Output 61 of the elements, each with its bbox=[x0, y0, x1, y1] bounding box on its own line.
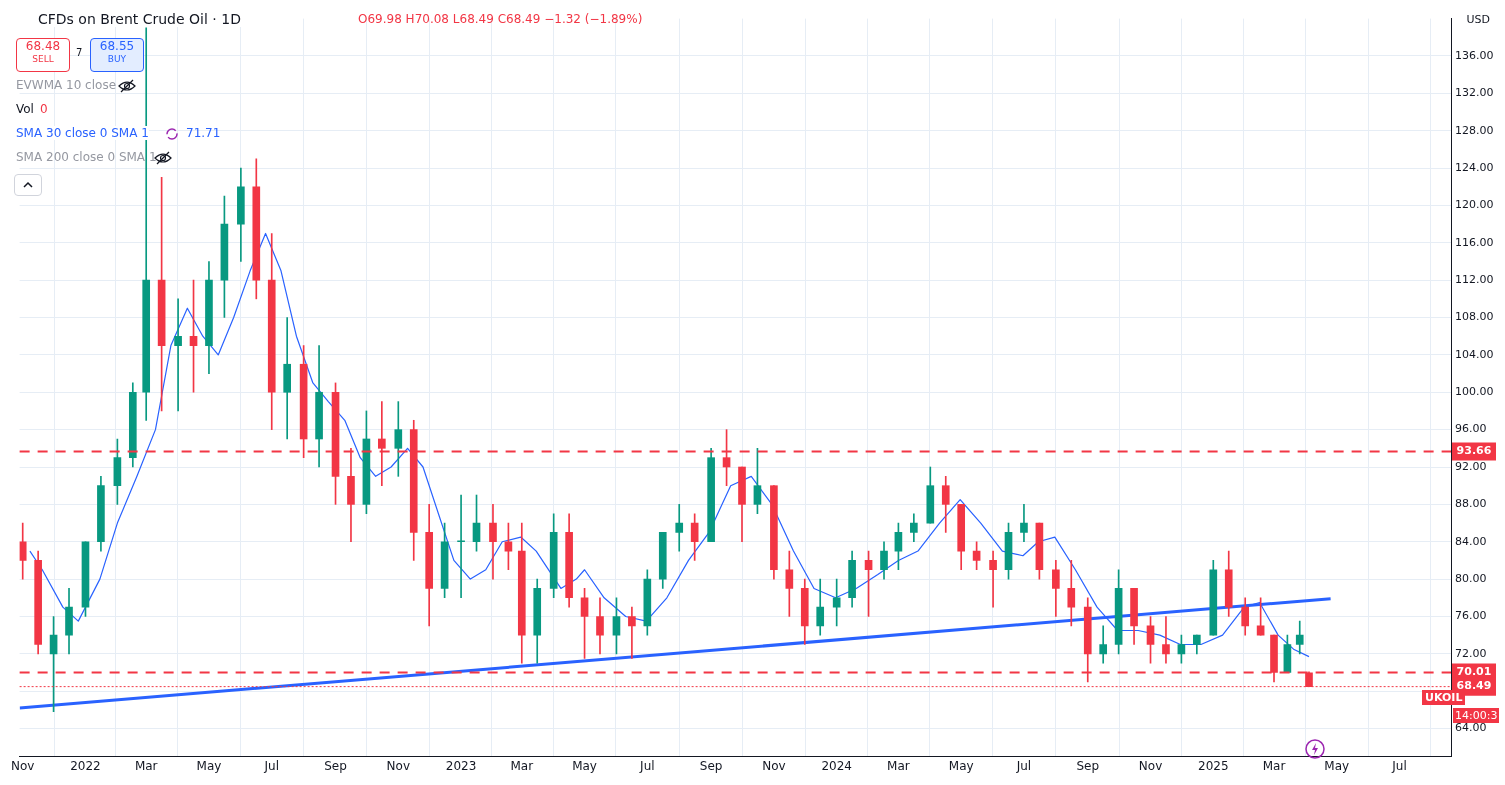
chart-title: CFDs on Brent Crude Oil · 1D bbox=[38, 11, 241, 27]
y-tick-label: 96.00 bbox=[1455, 422, 1487, 436]
y-tick-label: 80.00 bbox=[1455, 571, 1487, 585]
annotation: SMA 200 close 0 SMA 1 bbox=[16, 150, 157, 164]
x-tick-label: Jul bbox=[263, 758, 279, 773]
x-tick-label: 2024 bbox=[821, 758, 852, 773]
x-tick-label: Mar bbox=[1262, 758, 1286, 773]
y-tick-label: 132.00 bbox=[1455, 86, 1494, 100]
x-tick-label: Jul bbox=[1015, 758, 1032, 773]
x-tick-label: May bbox=[948, 758, 974, 773]
x-tick-label: Mar bbox=[134, 758, 158, 773]
x-tick-label: Nov bbox=[11, 758, 35, 773]
y-tick-label: 84.00 bbox=[1455, 534, 1487, 548]
x-tick-label: Nov bbox=[762, 758, 786, 773]
text: 14:00:3 bbox=[1453, 708, 1500, 723]
annotation: 68.48 bbox=[25, 39, 61, 53]
candlestick bbox=[457, 494, 465, 599]
annotation: UKOIL bbox=[1422, 690, 1466, 705]
y-tick-label: 120.00 bbox=[1455, 198, 1494, 212]
annotation: SELL bbox=[32, 54, 54, 64]
annotation: O69.98 H70.08 L68.49 C68.49 −1.32 (−1.89%) bbox=[358, 12, 643, 26]
y-tick-label: 72.00 bbox=[1455, 646, 1487, 660]
y-tick-label: 64.00 bbox=[1455, 721, 1487, 735]
y-tick-label: 88.00 bbox=[1455, 497, 1487, 511]
annotation: Vol bbox=[16, 102, 34, 116]
annotation: 0 bbox=[40, 102, 48, 116]
x-tick-label: 2022 bbox=[70, 758, 101, 773]
ref-line-label: 68.49 bbox=[1456, 679, 1492, 693]
x-tick-label: Sep bbox=[699, 758, 723, 773]
x-tick-label: Jul bbox=[639, 758, 655, 773]
x-tick-label: Nov bbox=[386, 758, 411, 773]
y-tick-label: 92.00 bbox=[1455, 459, 1487, 473]
annotation: 68.55 bbox=[99, 39, 135, 53]
x-tick-label: 2025 bbox=[1198, 758, 1229, 773]
x-tick-label: 2023 bbox=[445, 758, 477, 773]
x-tick-label: Jul bbox=[1391, 758, 1407, 773]
y-tick-label: 116.00 bbox=[1455, 235, 1494, 249]
y-axis-title: USD bbox=[1463, 12, 1493, 27]
y-tick-label: 112.00 bbox=[1455, 273, 1494, 287]
x-tick-label: May bbox=[572, 758, 597, 773]
y-tick-label: 100.00 bbox=[1455, 385, 1494, 399]
ref-line-label: 93.66 bbox=[1456, 444, 1492, 458]
y-tick-label: 128.00 bbox=[1455, 123, 1494, 137]
x-tick-label: Mar bbox=[510, 758, 534, 773]
x-tick-label: Sep bbox=[1076, 758, 1100, 773]
ref-line-label: 70.01 bbox=[1456, 665, 1492, 679]
y-tick-label: 108.00 bbox=[1455, 310, 1494, 324]
x-tick-label: May bbox=[1324, 758, 1350, 773]
annotation: EVWMA 10 close bbox=[16, 78, 117, 92]
x-tick-label: Sep bbox=[324, 758, 347, 773]
y-tick-label: 136.00 bbox=[1455, 48, 1494, 62]
y-tick-label: 76.00 bbox=[1455, 609, 1487, 623]
annotation: BUY bbox=[107, 54, 127, 64]
annotation: 7 bbox=[76, 47, 83, 58]
annotation: 71.71 bbox=[186, 126, 221, 140]
x-tick-label: May bbox=[196, 758, 222, 773]
x-tick-label: Nov bbox=[1138, 758, 1163, 773]
text: SMA 30 close 0 SMA 1 bbox=[16, 126, 149, 140]
y-tick-label: 124.00 bbox=[1455, 160, 1494, 174]
x-tick-label: Mar bbox=[887, 758, 910, 773]
y-tick-label: 104.00 bbox=[1455, 347, 1494, 361]
